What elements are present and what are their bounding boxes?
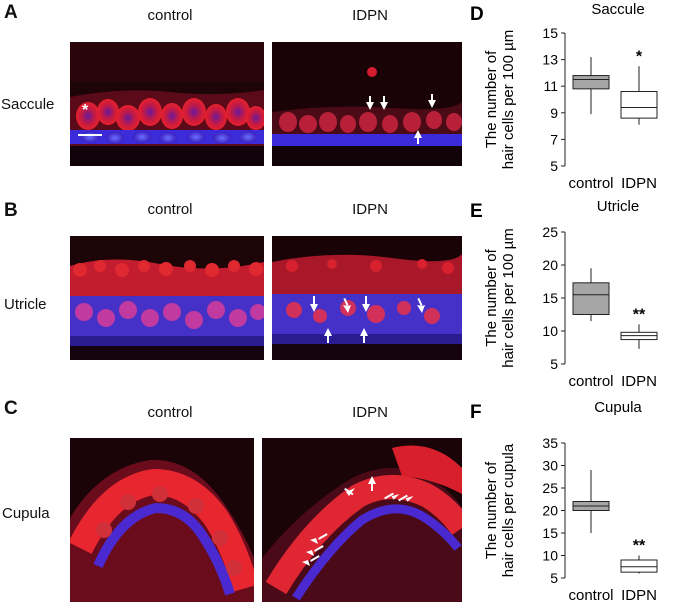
column-label-idpn-b: IDPN <box>352 201 388 218</box>
micrograph-saccule-idpn <box>272 42 462 166</box>
x-category-label: control <box>568 587 613 603</box>
micrograph-utricle-control <box>70 236 264 360</box>
chart-f: F Cupula The number of hair cells per cupul… <box>468 398 683 604</box>
y-tick-label: 15 <box>542 525 558 541</box>
significance-marker: * <box>636 48 643 65</box>
y-axis-label-line2: hair cells per 100 µm <box>500 30 517 170</box>
panel-letter-b: B <box>4 200 18 221</box>
box-control <box>572 282 610 315</box>
y-tick-label: 25 <box>542 224 558 240</box>
column-label-control-b: control <box>147 201 193 218</box>
y-tick-label: 20 <box>542 257 558 273</box>
y-tick-label: 5 <box>550 158 558 174</box>
y-axis-label-line1: The number of <box>483 50 500 148</box>
y-tick-label: 5 <box>550 356 558 372</box>
y-tick-label: 9 <box>550 105 558 121</box>
significance-marker: ** <box>633 306 646 323</box>
y-tick-label: 11 <box>543 78 558 94</box>
row-label-utricle: Utricle <box>4 296 47 313</box>
box-idpn <box>620 559 658 573</box>
y-axis-label-line2: hair cells per cupula <box>500 443 517 577</box>
chart-title: Saccule <box>591 1 644 18</box>
y-tick-label: 13 <box>542 52 558 68</box>
significance-marker: ** <box>633 538 646 555</box>
x-category-label: IDPN <box>621 587 657 603</box>
panel-letter-e: E <box>470 201 483 222</box>
chart-title: Utricle <box>597 198 640 215</box>
column-label-control: control <box>147 7 193 24</box>
x-category-label: IDPN <box>621 373 657 390</box>
x-category-label: IDPN <box>621 175 657 192</box>
y-tick-label: 5 <box>550 570 558 586</box>
column-label-idpn-c: IDPN <box>352 404 388 421</box>
y-tick-label: 35 <box>542 435 558 451</box>
x-category-label: control <box>568 175 613 192</box>
row-label-cupula: Cupula <box>2 505 50 522</box>
box-control <box>572 75 610 90</box>
y-tick-label: 10 <box>542 548 558 564</box>
y-axis-label-line1: The number of <box>483 248 500 346</box>
micrograph-cupula-idpn <box>262 438 462 602</box>
x-category-label: control <box>568 373 613 390</box>
micrograph-utricle-idpn <box>272 236 462 360</box>
column-label-idpn: IDPN <box>352 7 388 24</box>
y-axis-label-line2: hair cells per 100 µm <box>500 228 517 368</box>
asterisk-marker: * <box>82 102 89 119</box>
box-idpn <box>620 91 658 119</box>
micrograph-cupula-control <box>70 438 254 602</box>
column-label-control-c: control <box>147 404 193 421</box>
y-tick-label: 20 <box>542 503 558 519</box>
y-tick-label: 25 <box>542 480 558 496</box>
chart-d: D Saccule The number of hair cells per 100 … <box>468 0 683 195</box>
panel-letter-f: F <box>470 402 482 423</box>
panel-letter-d: D <box>470 4 484 25</box>
panel-letter-a: A <box>4 2 18 23</box>
chart-title: Cupula <box>594 399 642 416</box>
y-tick-label: 7 <box>550 131 558 147</box>
y-axis-label-line1: The number of <box>483 461 500 559</box>
panel-letter-c: C <box>4 398 18 419</box>
y-tick-label: 10 <box>542 323 558 339</box>
row-label-saccule: Saccule <box>1 96 55 113</box>
y-tick-label: 30 <box>542 458 558 474</box>
micrograph-saccule-control: * <box>70 42 264 166</box>
y-tick-label: 15 <box>542 290 558 306</box>
y-tick-label: 15 <box>542 25 558 41</box>
chart-e: E Utricle The number of hair cells per 100 … <box>468 197 683 392</box>
